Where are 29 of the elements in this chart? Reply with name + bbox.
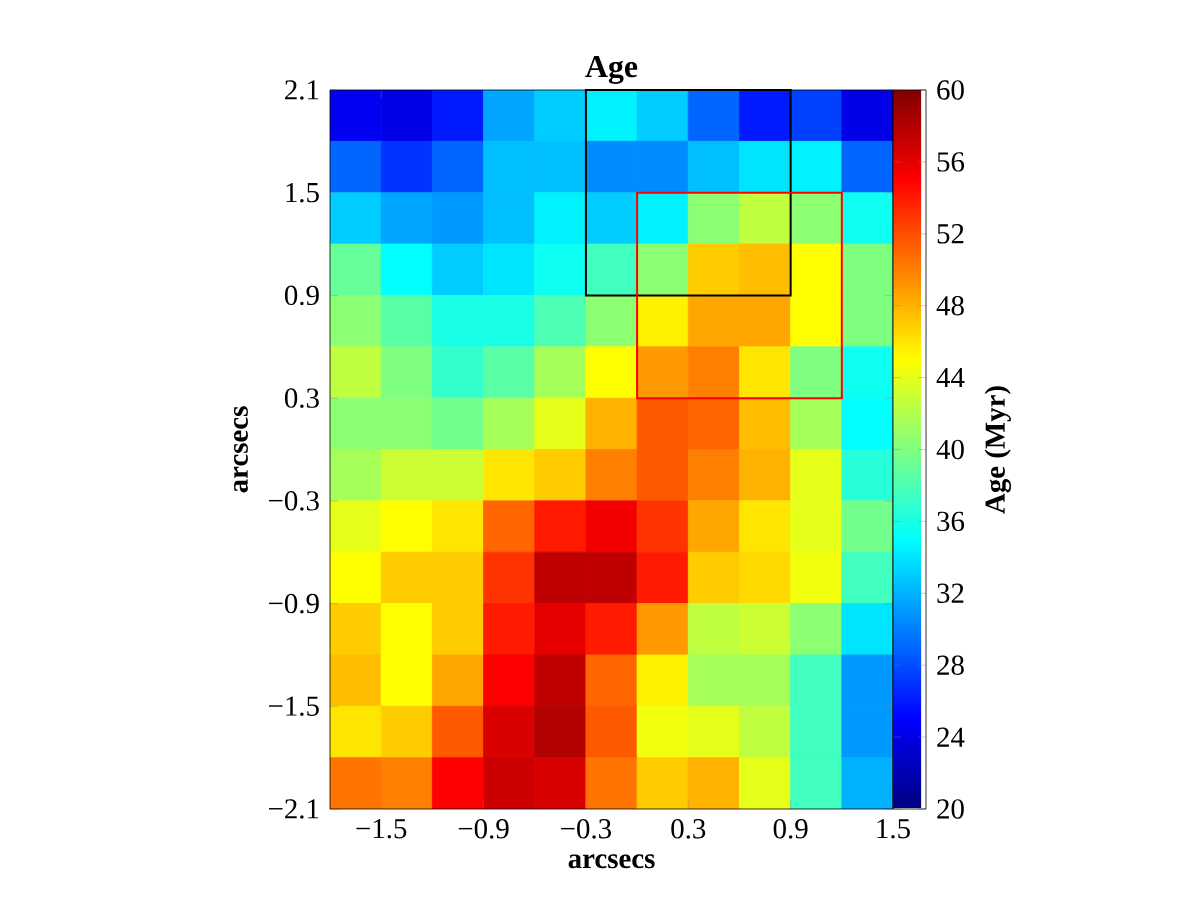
y-axis-title: arcsecs: [233, 406, 248, 493]
color-bar-label: 24: [937, 727, 965, 747]
color-bar-label: 28: [937, 655, 964, 675]
color-bar-label: 32: [937, 583, 964, 603]
x-tick-label: −0.3: [561, 819, 611, 839]
x-tick-label: 0.3: [671, 819, 706, 839]
color-bar-label: 52: [937, 224, 964, 244]
color-bar-label: 20: [937, 799, 964, 819]
x-tick-label: 1.5: [877, 819, 910, 839]
x-tick-label: −0.9: [458, 819, 509, 839]
color-bar-label: 36: [937, 511, 965, 532]
x-tick-label: −1.5: [356, 819, 407, 839]
y-tick-label: 0.3: [284, 388, 319, 408]
chart-title: Age: [585, 55, 638, 84]
color-bar-label: 40: [936, 439, 964, 460]
y-tick-label: −0.9: [269, 593, 319, 614]
color-bar-label: 48: [936, 295, 964, 316]
y-tick-label: −2.1: [269, 799, 319, 819]
x-axis-title: arcsecs: [568, 854, 655, 869]
color-bar-label: 56: [937, 152, 965, 172]
y-tick-label: −0.3: [269, 491, 319, 511]
x-tick-label: 0.9: [773, 819, 808, 839]
color-bar-label: 44: [936, 368, 965, 388]
color-bar-title: Age (Myr): [984, 386, 1011, 514]
y-tick-label: −1.5: [269, 696, 319, 717]
color-bar-label: 60: [937, 80, 964, 100]
y-tick-label: 2.1: [285, 80, 319, 100]
y-tick-label: 0.9: [284, 285, 319, 306]
y-tick-label: 1.5: [286, 182, 319, 203]
